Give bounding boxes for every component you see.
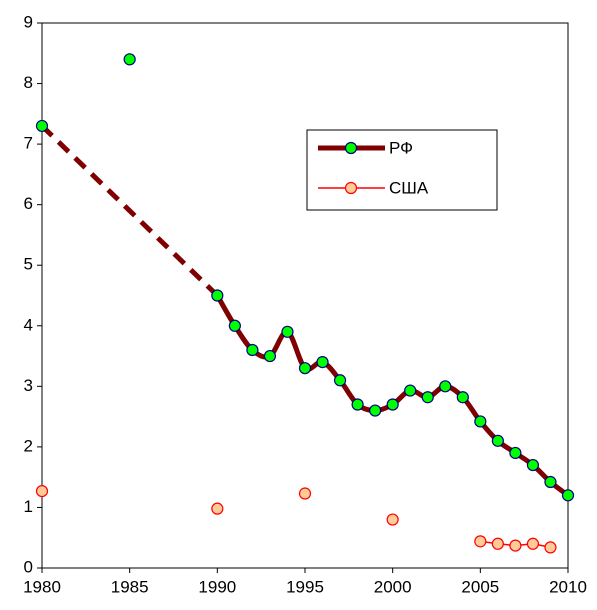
legend-marker <box>344 141 358 155</box>
y-tick-label: 1 <box>24 497 33 516</box>
data-point <box>246 343 259 357</box>
data-point <box>333 374 347 387</box>
x-tick-label: 1990 <box>198 577 236 596</box>
data-point <box>491 537 504 550</box>
plot-frame <box>41 22 569 569</box>
data-point <box>386 513 399 526</box>
y-tick-label: 9 <box>24 12 33 31</box>
legend-marker <box>344 181 358 195</box>
data-point <box>263 349 277 363</box>
series-line <box>40 124 220 298</box>
data-point <box>298 487 312 500</box>
data-point <box>456 391 469 404</box>
legend-label: РФ <box>389 138 413 157</box>
data-point <box>211 502 224 515</box>
data-point <box>404 384 417 397</box>
data-point <box>421 391 434 404</box>
legend-box <box>306 129 498 211</box>
data-point <box>35 119 49 133</box>
y-tick-label: 6 <box>24 194 33 213</box>
y-tick-label: 8 <box>24 73 33 92</box>
data-point <box>281 325 294 338</box>
data-point <box>298 362 312 375</box>
x-tick-label: 1995 <box>286 577 324 596</box>
data-point <box>544 541 557 554</box>
data-point <box>526 458 540 472</box>
data-point <box>211 289 224 302</box>
y-tick-label: 5 <box>24 255 33 274</box>
data-point <box>316 356 329 369</box>
data-point <box>228 319 241 332</box>
data-point <box>561 489 575 502</box>
x-tick-label: 2010 <box>549 577 587 596</box>
y-tick-label: 7 <box>24 134 33 153</box>
data-point <box>369 404 382 417</box>
data-point <box>474 535 487 548</box>
x-tick-label: 1980 <box>23 577 61 596</box>
data-point <box>474 415 487 428</box>
data-point <box>509 539 522 552</box>
y-tick-label: 2 <box>24 436 33 455</box>
x-tick-label: 2005 <box>461 577 499 596</box>
data-point <box>491 434 504 447</box>
data-point <box>351 398 364 411</box>
data-point <box>526 537 540 550</box>
series-line <box>215 294 570 498</box>
x-tick-label: 1985 <box>111 577 149 596</box>
y-tick-label: 3 <box>24 376 33 395</box>
x-tick-label: 2000 <box>374 577 412 596</box>
data-point <box>509 446 522 460</box>
data-point <box>544 475 557 489</box>
legend-label: США <box>389 178 429 197</box>
data-point <box>386 398 399 411</box>
data-point <box>439 380 452 393</box>
data-point <box>123 53 136 66</box>
y-tick-label: 4 <box>24 315 33 334</box>
y-tick-label: 0 <box>24 557 33 576</box>
data-point <box>35 484 49 498</box>
